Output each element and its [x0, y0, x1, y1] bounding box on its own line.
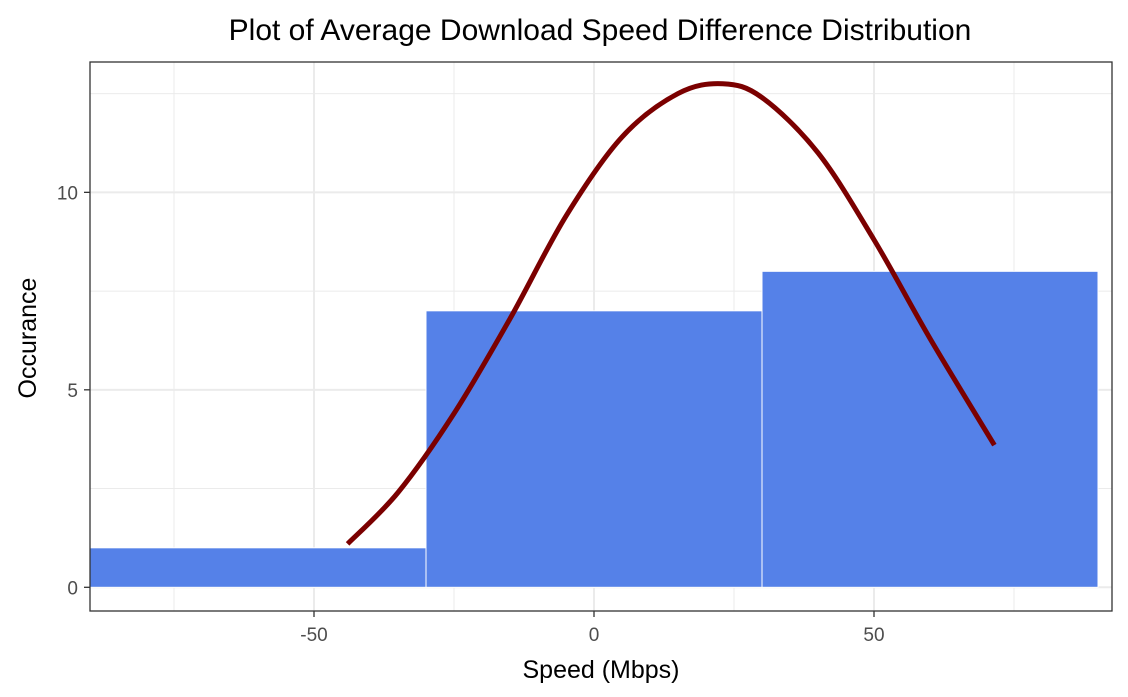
- y-axis-ticks: 0 5 10: [57, 183, 90, 599]
- y-tick-label: 5: [67, 381, 78, 402]
- density-curve-layer: [345, 81, 997, 546]
- x-axis-ticks: -50 0 50: [300, 611, 885, 646]
- y-tick-label: 10: [57, 183, 78, 204]
- density-curve: [345, 81, 997, 546]
- x-tick-label: 0: [589, 625, 600, 646]
- panel-border: [89, 61, 1113, 612]
- x-tick-label: 50: [863, 625, 884, 646]
- histogram-bars: [89, 270, 1099, 588]
- x-tick-label: -50: [300, 625, 327, 646]
- x-axis-title: Speed (Mbps): [522, 656, 679, 684]
- histogram-bar: [89, 547, 427, 588]
- y-axis-title: Occurance: [14, 278, 42, 399]
- y-tick-label: 0: [67, 578, 78, 599]
- chart-title: Plot of Average Download Speed Differenc…: [229, 14, 972, 47]
- histogram-bar: [761, 270, 1099, 588]
- histogram-bar: [425, 310, 763, 588]
